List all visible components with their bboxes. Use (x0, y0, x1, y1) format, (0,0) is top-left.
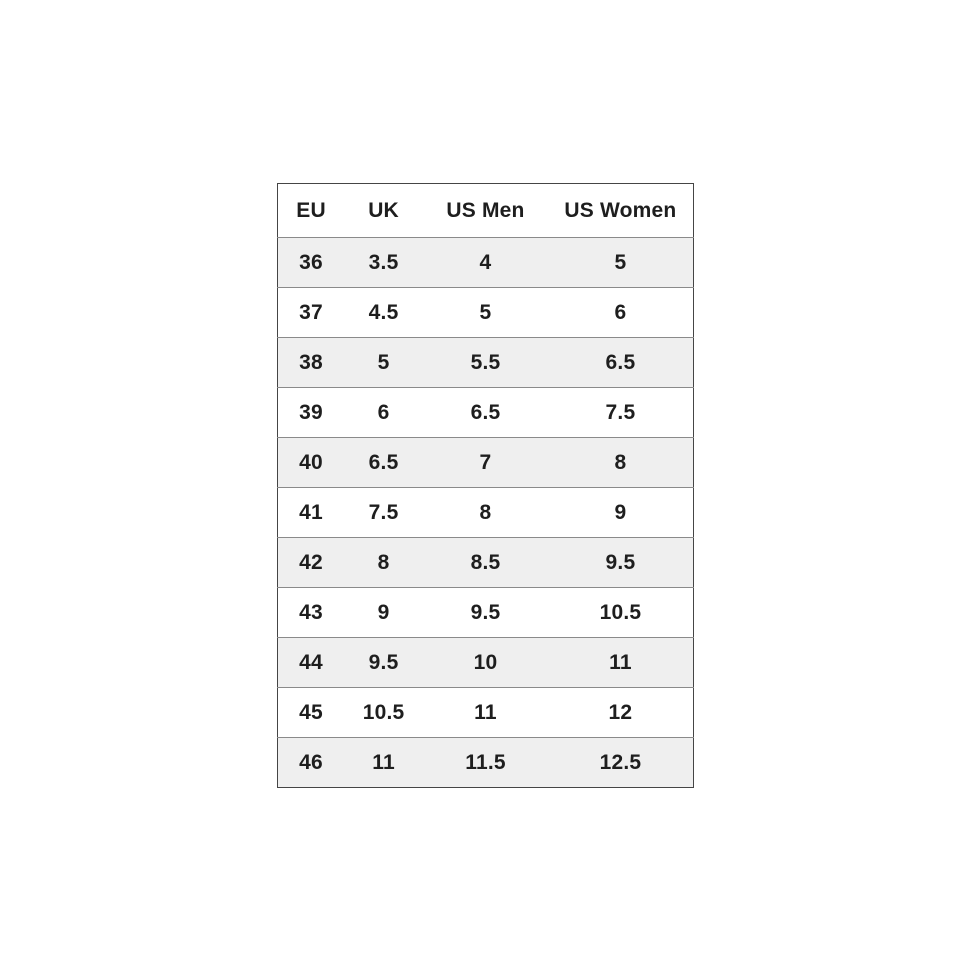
table-cell: 11 (372, 750, 395, 774)
table-row: 40 6.5 7 8 (277, 437, 694, 488)
column-header-uk: UK (344, 183, 424, 238)
table-cell: 8 (479, 500, 492, 524)
table-header: EU UK US Men US Women (277, 183, 694, 238)
table-row: 37 4.5 5 6 (277, 287, 694, 338)
table-cell: 8 (614, 450, 627, 474)
table-cell: 11 (474, 700, 497, 724)
table-cell: 10 (473, 650, 498, 674)
table-row: 45 10.5 11 12 (277, 687, 694, 738)
table-row: 41 7.5 8 9 (277, 487, 694, 538)
table-cell: 7.5 (605, 400, 636, 424)
table-cell: 12 (608, 700, 633, 724)
column-header-us-women: US Women (547, 183, 694, 238)
table-row: 39 6 6.5 7.5 (277, 387, 694, 438)
table-cell: 9 (377, 600, 390, 624)
table-cell: 42 (299, 550, 323, 574)
table-cell: 10.5 (362, 700, 405, 724)
table-cell: 43 (299, 600, 323, 624)
column-header-eu: EU (277, 183, 345, 238)
table-cell: 9.5 (605, 550, 636, 574)
table-cell: 37 (299, 300, 323, 324)
header-row: EU UK US Men US Women (277, 183, 694, 238)
table-row: 42 8 8.5 9.5 (277, 537, 694, 588)
table-cell: 7 (479, 450, 492, 474)
table-cell: 7.5 (368, 500, 399, 524)
table-cell: 3.5 (368, 250, 399, 274)
table-cell: 36 (299, 250, 323, 274)
table-cell: 44 (299, 650, 323, 674)
table-cell: 4.5 (368, 300, 399, 324)
table-cell: 45 (299, 700, 323, 724)
table-cell: 6 (377, 400, 390, 424)
table-cell: 38 (299, 350, 323, 374)
table-cell: 8 (377, 550, 390, 574)
table-cell: 5 (614, 250, 627, 274)
size-chart-container: EU UK US Men US Women 36 3.5 4 5 37 4.5 5 6 38 5 5… (277, 183, 694, 788)
column-header-us-men: US Men (423, 183, 548, 238)
table-cell: 11 (609, 650, 632, 674)
table-cell: 9.5 (470, 600, 501, 624)
table-cell: 6.5 (470, 400, 501, 424)
table-row: 44 9.5 10 11 (277, 637, 694, 688)
table-cell: 5.5 (470, 350, 501, 374)
table-cell: 9 (614, 500, 627, 524)
table-row: 36 3.5 4 5 (277, 237, 694, 288)
table-cell: 10.5 (599, 600, 642, 624)
table-cell: 46 (299, 750, 323, 774)
table-cell: 12.5 (599, 750, 642, 774)
table-cell: 11.5 (465, 750, 506, 774)
table-body: 36 3.5 4 5 37 4.5 5 6 38 5 5.5 6.5 39 6 6.5 7.5 40 6.5 7 8 4… (277, 237, 694, 788)
table-row: 38 5 5.5 6.5 (277, 337, 694, 388)
table-cell: 9.5 (368, 650, 399, 674)
table-cell: 39 (299, 400, 323, 424)
table-cell: 8.5 (470, 550, 501, 574)
table-cell: 6 (614, 300, 627, 324)
table-cell: 5 (377, 350, 390, 374)
table-row: 43 9 9.5 10.5 (277, 587, 694, 638)
table-cell: 6.5 (368, 450, 399, 474)
table-cell: 40 (299, 450, 323, 474)
size-conversion-table: EU UK US Men US Women 36 3.5 4 5 37 4.5 5 6 38 5 5… (277, 183, 694, 788)
table-cell: 6.5 (605, 350, 636, 374)
table-cell: 5 (479, 300, 492, 324)
table-cell: 4 (479, 250, 492, 274)
table-row: 46 11 11.5 12.5 (277, 737, 694, 788)
table-cell: 41 (299, 500, 323, 524)
